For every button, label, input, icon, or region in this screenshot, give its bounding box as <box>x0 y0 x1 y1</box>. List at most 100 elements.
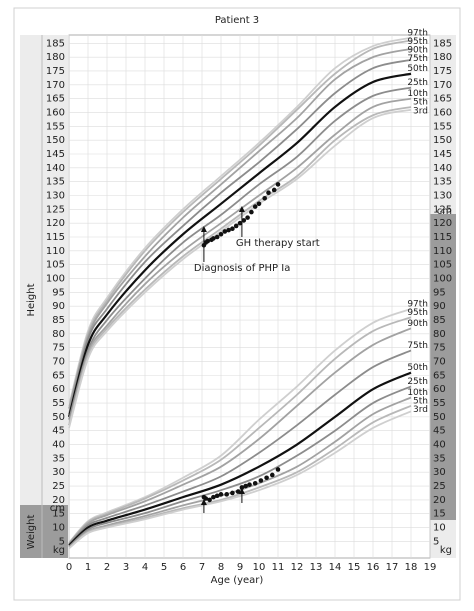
y2-tick-label: 170 <box>433 80 452 91</box>
x-tick-label: 15 <box>348 562 361 573</box>
y2-tick-label: 95 <box>433 287 446 298</box>
patient-point <box>249 209 254 215</box>
y-tick-label: 30 <box>52 467 65 478</box>
y2-tick-label: 75 <box>433 343 446 354</box>
patient-point <box>247 482 252 487</box>
y-tick-label: 95 <box>52 287 65 298</box>
y2-tick-label: 130 <box>433 190 452 201</box>
percentile-line <box>68 308 412 544</box>
percentile-label: 75th <box>407 341 428 351</box>
percentile-line <box>68 86 412 420</box>
y-tick-label: 35 <box>52 453 65 464</box>
patient-point <box>266 190 271 196</box>
x-tick-label: 13 <box>310 562 323 573</box>
patient-point <box>203 496 209 501</box>
patient-point <box>270 472 275 478</box>
percentile-label: 50th <box>407 64 428 74</box>
y-tick-label: 55 <box>52 398 65 409</box>
y-tick-label: 170 <box>46 80 65 91</box>
patient-point <box>256 201 262 207</box>
y-tick-label: 45 <box>52 426 65 437</box>
annotation: GH therapy start <box>236 238 320 249</box>
patient-point <box>264 475 269 481</box>
y-tick-label: 20 <box>52 495 65 506</box>
y2-tick-label: 10 <box>433 523 446 534</box>
y2-tick-label: 105 <box>433 260 452 271</box>
x-tick-label: 6 <box>180 562 186 573</box>
percentile-label: 10th <box>407 89 428 99</box>
y2-tick-label: 110 <box>433 246 452 257</box>
y-tick-label: 150 <box>46 135 65 146</box>
y2-tick-label: 25 <box>433 481 446 492</box>
left-unit: kg <box>53 545 65 556</box>
right-unit: cm <box>437 206 452 217</box>
y2-tick-label: 70 <box>433 357 446 368</box>
y-tick-label: 160 <box>46 107 65 118</box>
x-tick-label: 3 <box>123 562 129 573</box>
patient-point <box>226 227 231 233</box>
x-tick-label: 5 <box>161 562 167 573</box>
x-tick-label: 14 <box>329 562 342 573</box>
y-tick-label: 145 <box>46 149 65 160</box>
percentile-line <box>68 349 412 546</box>
y-tick-label: 25 <box>52 481 65 492</box>
percentile-label: 90th <box>407 319 428 329</box>
y-tick-label: 130 <box>46 190 65 201</box>
left-unit: cm <box>50 503 65 514</box>
y-tick-label: 10 <box>52 523 65 534</box>
y-tick-label: 120 <box>46 218 65 229</box>
left-band <box>20 35 68 558</box>
y2-tick-label: 85 <box>433 315 446 326</box>
patient-point <box>275 182 281 187</box>
y-tick-label: 70 <box>52 357 65 368</box>
y2-tick-label: 90 <box>433 301 446 312</box>
y-tick-label: 15 <box>52 509 65 520</box>
x-tick-label: 19 <box>424 562 437 573</box>
x-tick-label: 10 <box>253 562 266 573</box>
x-tick-label: 4 <box>142 562 148 573</box>
patient-point <box>214 493 220 499</box>
patient-point <box>271 187 277 193</box>
patient-point <box>218 231 224 237</box>
patient-point <box>211 494 216 500</box>
x-tick-label: 2 <box>104 562 110 573</box>
percentile-label: 5th <box>413 98 428 108</box>
patient-point <box>275 467 281 472</box>
x-tick-label: 12 <box>291 562 304 573</box>
patient-point <box>211 236 216 241</box>
frame <box>13 7 461 601</box>
y-tick-label: 60 <box>52 384 65 395</box>
y2-tick-label: 20 <box>433 495 446 506</box>
patient-point <box>230 490 235 496</box>
right-dark-band <box>430 214 456 520</box>
left-weight-band <box>20 505 68 558</box>
chart-title: Patient 3 <box>215 15 259 26</box>
patient-point <box>258 478 264 483</box>
percentile-line <box>68 39 412 409</box>
percentile-label: 97th <box>407 299 428 309</box>
y-tick-label: 185 <box>46 38 65 49</box>
percentile-label: 95th <box>407 37 428 47</box>
y2-tick-label: 65 <box>433 370 446 381</box>
percentile-line <box>68 327 412 545</box>
percentile-line <box>68 59 412 415</box>
patient-point <box>237 220 243 226</box>
y-tick-label: 50 <box>52 412 65 423</box>
percentile-label: 5th <box>413 397 428 407</box>
x-tick-label: 17 <box>386 562 399 573</box>
annotation: Diagnosis of PHP Ia <box>194 263 290 274</box>
percentile-line <box>67 72 412 418</box>
patient-point <box>252 204 258 209</box>
y-tick-label: 75 <box>52 343 65 354</box>
y-tick-label: 165 <box>46 94 65 105</box>
percentile-line <box>68 316 412 544</box>
x-tick-label: 8 <box>218 562 224 573</box>
y-tick-label: 90 <box>52 301 65 312</box>
arrow-head <box>200 226 207 232</box>
patient-point <box>214 234 220 240</box>
y2-tick-label: 180 <box>433 52 452 63</box>
weight-label: Weight <box>26 515 37 550</box>
patient-point <box>252 480 258 486</box>
x-tick-label: 9 <box>237 562 243 573</box>
